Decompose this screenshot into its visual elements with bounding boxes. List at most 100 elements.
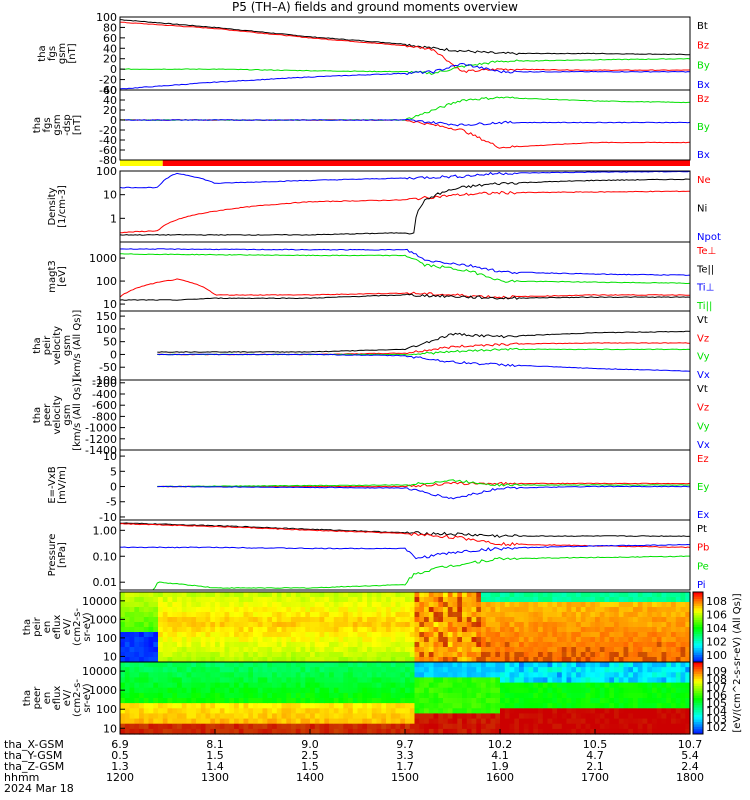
spectrogram-cell xyxy=(153,698,159,704)
spectrogram-cell xyxy=(276,692,283,699)
spectrogram-cell xyxy=(314,622,321,628)
spectrogram-cell xyxy=(362,687,368,694)
spectrogram-cell xyxy=(381,687,387,694)
spectrogram-cell xyxy=(314,607,321,613)
ephemeris-value: 10.5 xyxy=(583,738,608,751)
spectrogram-cell xyxy=(248,617,254,623)
spectrogram-cell xyxy=(566,687,572,694)
spectrogram-cell xyxy=(452,642,458,648)
spectrogram-cell xyxy=(272,677,278,684)
spectrogram-cell xyxy=(500,607,506,613)
spectrogram-cell xyxy=(471,713,477,720)
spectrogram-cell xyxy=(371,698,378,704)
spectrogram-cell xyxy=(215,672,221,678)
spectrogram-cell xyxy=(661,597,667,603)
spectrogram-cell xyxy=(129,657,135,663)
spectrogram-cell xyxy=(400,692,406,699)
spectrogram-cell xyxy=(538,672,544,678)
spectrogram-cell xyxy=(324,667,330,673)
spectrogram-cell xyxy=(528,723,534,730)
y-axis-label: eflux xyxy=(52,615,63,640)
spectrogram-cell xyxy=(352,667,359,673)
spectrogram-cell xyxy=(172,592,178,598)
spectrogram-cell xyxy=(471,627,477,633)
spectrogram-cell xyxy=(433,612,439,618)
spectrogram-cell xyxy=(362,692,368,699)
spectrogram-cell xyxy=(514,698,520,704)
spectrogram-cell xyxy=(238,662,245,668)
spectrogram-cell xyxy=(343,708,349,714)
spectrogram-cell xyxy=(609,703,615,709)
spectrogram-cell xyxy=(262,723,268,730)
spectrogram-cell xyxy=(580,687,587,694)
spectrogram-cell xyxy=(167,682,173,689)
spectrogram-cell xyxy=(428,612,435,618)
spectrogram-cell xyxy=(628,713,634,720)
spectrogram-cell xyxy=(571,632,577,638)
spectrogram-cell xyxy=(167,647,173,653)
spectrogram-cell xyxy=(238,667,245,673)
spectrogram-cell xyxy=(628,718,634,725)
spectrogram-cell xyxy=(291,682,297,689)
spectrogram-cell xyxy=(267,708,273,714)
spectrogram-cell xyxy=(476,713,482,720)
spectrogram-cell xyxy=(276,723,283,730)
y-tick-label: -10 xyxy=(99,511,117,524)
spectrogram-cell xyxy=(433,607,439,613)
spectrogram-cell xyxy=(148,652,154,658)
spectrogram-cell xyxy=(528,718,534,725)
spectrogram-cell xyxy=(656,617,663,623)
spectrogram-cell xyxy=(386,632,392,638)
spectrogram-cell xyxy=(623,662,629,668)
spectrogram-cell xyxy=(595,708,601,714)
spectrogram-cell xyxy=(609,627,615,633)
spectrogram-cell xyxy=(124,713,131,720)
spectrogram-cell xyxy=(642,687,648,694)
spectrogram-cell xyxy=(310,692,316,699)
spectrogram-cell xyxy=(177,662,183,668)
spectrogram-cell xyxy=(633,698,639,704)
spectrogram-cell xyxy=(172,612,178,618)
spectrogram-cell xyxy=(300,592,306,598)
spectrogram-cell xyxy=(210,698,216,704)
spectrogram-cell xyxy=(348,622,354,628)
spectrogram-cell xyxy=(671,617,677,623)
spectrogram-cell xyxy=(386,597,392,603)
spectrogram-cell xyxy=(253,698,259,704)
spectrogram-cell xyxy=(590,627,596,633)
spectrogram-cell xyxy=(447,703,454,709)
spectrogram-cell xyxy=(348,698,354,704)
spectrogram-cell xyxy=(305,627,311,633)
spectrogram-cell xyxy=(633,692,639,699)
spectrogram-cell xyxy=(196,652,202,658)
spectrogram-cell xyxy=(234,617,240,623)
spectrogram-cell xyxy=(276,632,283,638)
spectrogram-cell xyxy=(143,677,150,684)
spectrogram-cell xyxy=(576,612,582,618)
spectrogram-cell xyxy=(200,687,207,694)
spectrogram-cell xyxy=(443,622,449,628)
y-tick-label: 100 xyxy=(96,11,117,24)
spectrogram-cell xyxy=(514,602,520,608)
spectrogram-cell xyxy=(348,612,354,618)
spectrogram-cell xyxy=(447,713,454,720)
spectrogram-cell xyxy=(438,637,444,643)
spectrogram-cell xyxy=(381,642,387,648)
spectrogram-cell xyxy=(509,617,515,623)
spectrogram-cell xyxy=(481,718,487,725)
spectrogram-cell xyxy=(153,622,159,628)
spectrogram-cell xyxy=(438,642,444,648)
spectrogram-cell xyxy=(333,662,340,668)
spectrogram-cell xyxy=(243,602,249,608)
spectrogram-cell xyxy=(186,627,192,633)
spectrogram-cell xyxy=(295,592,302,598)
spectrogram-cell xyxy=(443,647,449,653)
spectrogram-cell xyxy=(485,602,492,608)
spectrogram-cell xyxy=(191,657,197,663)
spectrogram-cell xyxy=(685,612,691,618)
y-tick-label: 100 xyxy=(96,165,117,178)
spectrogram-cell xyxy=(538,622,544,628)
spectrogram-cell xyxy=(139,642,145,648)
y-axis-label: peer xyxy=(32,686,43,710)
spectrogram-cell xyxy=(557,597,563,603)
